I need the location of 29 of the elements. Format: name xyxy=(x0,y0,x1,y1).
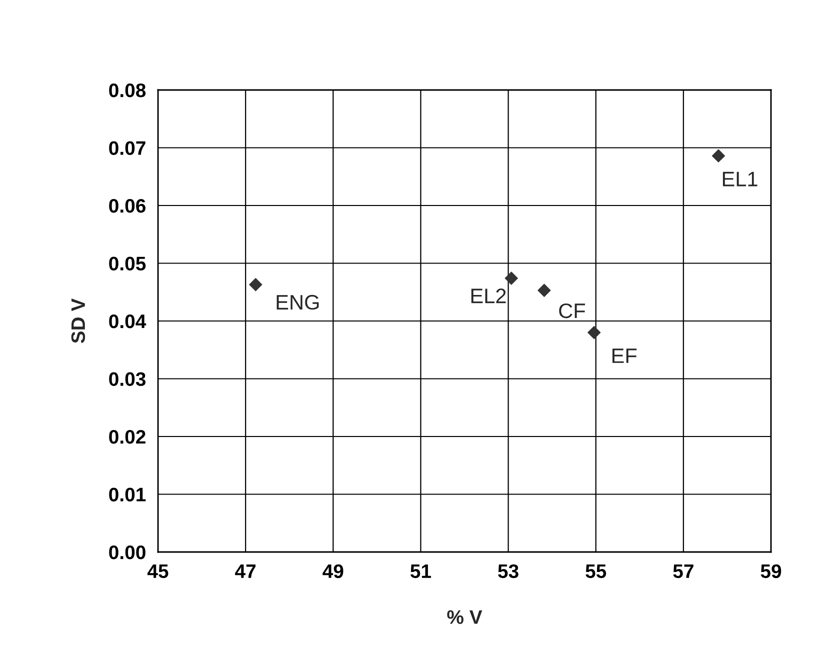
x-tick-label: 49 xyxy=(322,564,344,578)
y-tick-label: 0.00 xyxy=(109,545,146,560)
point xyxy=(712,149,726,162)
y-tick-label: 0.04 xyxy=(109,314,146,328)
y-tick-label: 0.08 xyxy=(109,83,146,98)
x-tick-label: 55 xyxy=(586,564,606,578)
y-axis-title: SD V xyxy=(71,298,86,344)
y-tick-label: 0.01 xyxy=(109,488,146,502)
x-tick-label: 51 xyxy=(410,564,431,578)
point xyxy=(588,326,601,340)
y-tick-label: 0.06 xyxy=(109,198,146,213)
y-tick-label: 0.05 xyxy=(109,256,146,270)
x-tick-label: 57 xyxy=(673,564,694,578)
annotation: EL2 xyxy=(471,288,506,304)
point xyxy=(504,272,518,285)
annotation: EF xyxy=(612,348,637,363)
x-tick-label: 59 xyxy=(760,564,782,578)
x-tick-label: 45 xyxy=(147,564,168,578)
y-tick-label: 0.02 xyxy=(109,430,146,444)
annotation: ENG xyxy=(276,294,319,310)
point xyxy=(249,278,262,292)
x-tick-label: 53 xyxy=(498,564,518,578)
x-axis-title: % V xyxy=(447,610,482,624)
y-tick-label: 0.07 xyxy=(109,141,146,155)
annotation: EL1 xyxy=(722,172,758,186)
point xyxy=(538,284,551,297)
x-tick-label: 47 xyxy=(235,564,256,578)
y-tick-label: 0.03 xyxy=(109,372,146,386)
annotation: CF xyxy=(559,303,586,318)
